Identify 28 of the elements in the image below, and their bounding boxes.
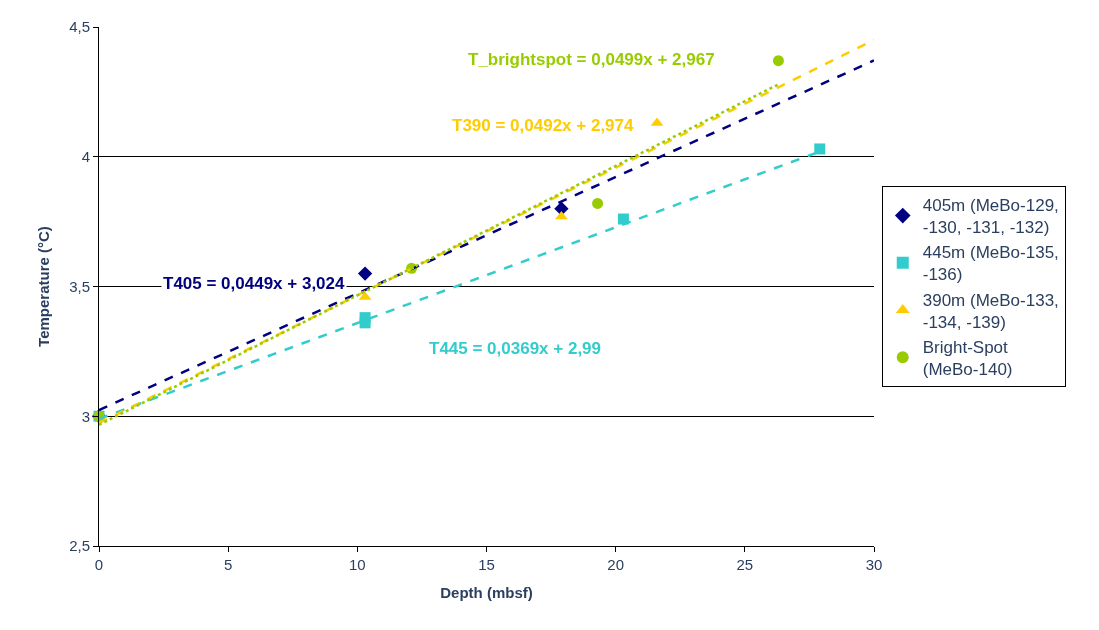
x-tick-label: 0 <box>94 556 104 573</box>
legend-label: 390m (MeBo-133, -134, -139) <box>922 290 1059 332</box>
series-label: T405 = 0,0449x + 3,024 <box>163 274 346 293</box>
text: T445 = 0,0369x + 2,99 <box>429 339 602 358</box>
point <box>359 317 371 329</box>
x-tick-label: 20 <box>607 556 625 573</box>
x-tick-label: 10 <box>348 556 366 573</box>
x-axis-title: Depth (mbsf) <box>440 584 533 601</box>
point <box>814 143 826 155</box>
point <box>772 55 784 67</box>
x-tick-label: 25 <box>736 556 754 573</box>
point <box>357 266 373 281</box>
legend-label: 445m (MeBo-135, -136) <box>922 243 1059 285</box>
y-tick-label: 2,5 <box>69 537 90 555</box>
y-axis-title: Temperature (°C) <box>35 226 53 347</box>
series-label: T390 = 0,0492x + 2,974 <box>452 116 635 135</box>
legend-label: 405m (MeBo-129, -130, -131, -132) <box>922 196 1059 238</box>
x-tick-label: 5 <box>224 556 233 573</box>
x-tick-label: 15 <box>478 556 495 573</box>
y-tick-label: 4,5 <box>69 18 90 36</box>
y-tick-label: 4 <box>81 148 90 165</box>
y-tick-label: 3,5 <box>69 277 90 295</box>
legend-label: Bright-Spot (MeBo-140) <box>922 337 1013 379</box>
x-tick-label: 30 <box>865 556 883 573</box>
point <box>555 210 568 220</box>
y-tick-label: 3 <box>81 407 90 425</box>
point <box>592 197 604 209</box>
text: T_brightspot = 0,0499x + 2,967 <box>468 50 715 69</box>
